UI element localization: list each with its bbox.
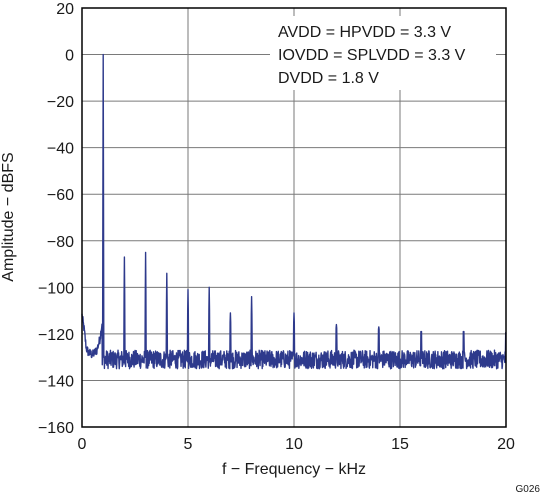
- y-tick-label: −20: [47, 94, 74, 111]
- plot-frame: [81, 7, 507, 428]
- x-tick-label: 10: [285, 436, 303, 453]
- spectrum-trace: [81, 53, 507, 370]
- annotation-line-3: DVDD = 1.8 V: [278, 70, 379, 87]
- y-axis-label: Amplitude − dBFS: [0, 152, 17, 281]
- y-tick-label: −140: [38, 373, 74, 390]
- x-tick-label: 5: [184, 436, 193, 453]
- tick-labels: 0 5 10 15 20 20 0 −20 −40 −60 −80 −100 −120 −140 −160: [38, 1, 515, 453]
- x-axis-label: f − Frequency − kHz: [222, 461, 366, 478]
- y-tick-label: −100: [38, 280, 74, 297]
- y-tick-label: −60: [47, 187, 74, 204]
- y-tick-label: 0: [65, 48, 74, 65]
- y-tick-label: −40: [47, 141, 74, 158]
- x-tick-label: 0: [78, 436, 87, 453]
- x-tick-label: 20: [497, 436, 515, 453]
- y-tick-label: −120: [38, 327, 74, 344]
- x-tick-label: 15: [391, 436, 409, 453]
- annotation-line-2: IOVDD = SPLVDD = 3.3 V: [278, 47, 466, 64]
- y-tick-label: −160: [38, 420, 74, 437]
- series-layer: [81, 53, 507, 370]
- annotation-box: [270, 16, 496, 90]
- figure-code: G026: [516, 484, 541, 494]
- y-tick-label: 20: [56, 1, 74, 18]
- annotation-line-1: AVDD = HPVDD = 3.3 V: [278, 24, 451, 41]
- y-tick-label: −80: [47, 234, 74, 251]
